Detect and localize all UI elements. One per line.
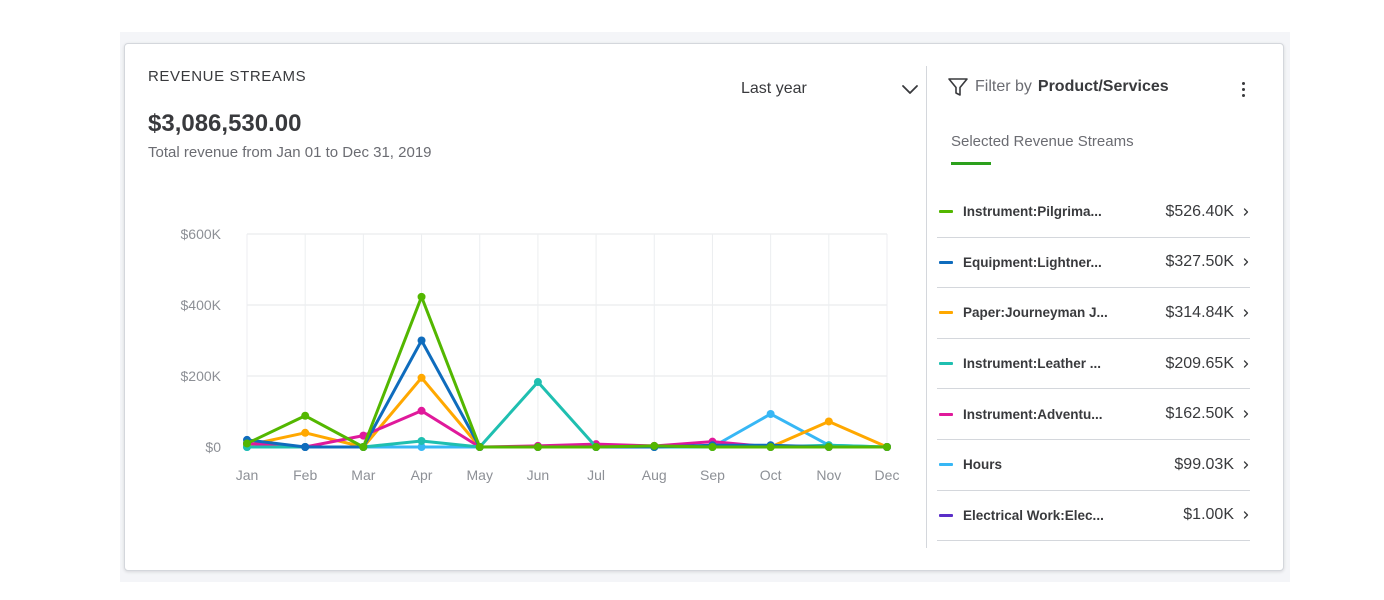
- chevron-right-icon: [1243, 309, 1249, 317]
- x-tick-label: Oct: [760, 467, 782, 483]
- series-line: [246, 295, 887, 449]
- x-tick-label: Jul: [587, 467, 605, 483]
- x-tick-label: Aug: [642, 467, 667, 483]
- y-tick-label: $400K: [181, 297, 222, 313]
- x-tick-label: Jun: [527, 467, 550, 483]
- stream-color-swatch: [939, 311, 953, 315]
- filter-prefix: Filter by: [975, 78, 1032, 95]
- data-point: [417, 336, 426, 345]
- revenue-stream-item[interactable]: Paper:Journeyman J... $314.84K: [937, 288, 1250, 339]
- stream-name: Electrical Work:Elec...: [963, 507, 1104, 523]
- stream-color-swatch: [939, 513, 953, 517]
- data-point: [883, 443, 891, 451]
- panel-divider: [926, 66, 927, 548]
- stream-name: Paper:Journeyman J...: [963, 305, 1108, 321]
- data-point: [417, 406, 426, 415]
- stream-value: $526.40K: [1165, 202, 1234, 220]
- chevron-right-icon: [1243, 258, 1249, 267]
- revenue-stream-item[interactable]: Electrical Work:Elec... $1.00K: [937, 491, 1250, 542]
- more-options-icon[interactable]: [1233, 78, 1253, 100]
- x-tick-label: May: [467, 467, 493, 483]
- stream-color-swatch: [939, 362, 953, 366]
- x-tick-label: Apr: [411, 467, 433, 483]
- stream-color-swatch: [939, 260, 953, 264]
- x-tick-label: Feb: [293, 467, 317, 483]
- series-line: [246, 339, 887, 449]
- data-point: [243, 439, 251, 448]
- x-tick-label: Sep: [700, 467, 725, 483]
- stream-value: $209.65K: [1165, 354, 1234, 372]
- stream-name: Instrument:Pilgrima...: [963, 204, 1102, 220]
- y-tick-label: $0: [205, 439, 221, 455]
- data-point: [359, 431, 368, 440]
- chevron-down-icon: [902, 85, 918, 94]
- revenue-stream-list: Instrument:Pilgrima... $526.40K Equipment:…: [937, 187, 1250, 542]
- card-title: REVENUE STREAMS: [148, 68, 307, 85]
- data-point: [592, 443, 601, 451]
- period-dropdown[interactable]: Last year: [721, 74, 919, 104]
- stream-value: $162.50K: [1165, 405, 1234, 423]
- chevron-right-icon: [1243, 410, 1249, 418]
- data-point: [766, 409, 775, 418]
- period-dropdown-label: Last year: [741, 80, 807, 97]
- stream-name: Instrument:Adventu...: [963, 406, 1103, 422]
- data-point: [417, 436, 426, 445]
- filter-value: Product/Services: [1037, 78, 1169, 95]
- filter-button[interactable]: Filter by Product/Services: [947, 76, 1169, 98]
- chevron-right-icon: [1243, 359, 1249, 368]
- revenue-stream-item[interactable]: Equipment:Lightner... $327.50K: [937, 238, 1250, 289]
- data-point: [824, 417, 833, 426]
- chevron-right-icon: [1243, 511, 1249, 520]
- revenue-streams-card: REVENUE STREAMS $3,086,530.00 Total reve…: [124, 43, 1284, 571]
- data-point: [475, 443, 484, 451]
- x-tick-label: Dec: [875, 467, 900, 483]
- data-point: [301, 443, 310, 451]
- total-revenue: $3,086,530.00: [148, 110, 302, 137]
- selected-streams-title: Selected Revenue Streams: [951, 133, 1134, 150]
- stream-value: $314.84K: [1165, 303, 1234, 321]
- selected-streams-underline: [951, 162, 991, 165]
- stream-color-swatch: [939, 463, 953, 467]
- stream-name: Hours: [963, 457, 1003, 473]
- y-tick-label: $200K: [181, 368, 222, 384]
- x-tick-label: Nov: [816, 467, 841, 483]
- stream-color-swatch: [939, 412, 953, 416]
- data-point: [533, 443, 542, 451]
- x-tick-label: Mar: [351, 467, 375, 483]
- data-point: [824, 443, 833, 451]
- revenue-line-chart: $0 $200K $400K $600K Jan Feb Mar Apr May Jun Jul Au…: [181, 226, 900, 483]
- date-range-subtitle: Total revenue from Jan 01 to Dec 31, 201…: [148, 144, 432, 161]
- stream-value: $99.03K: [1174, 455, 1234, 473]
- data-point: [301, 411, 310, 420]
- data-point: [708, 443, 717, 451]
- revenue-stream-item[interactable]: Instrument:Pilgrima... $526.40K: [937, 187, 1250, 238]
- data-point: [417, 292, 426, 301]
- stream-color-swatch: [939, 210, 953, 214]
- y-tick-label: $600K: [181, 226, 222, 242]
- data-point: [650, 441, 659, 450]
- revenue-stream-item[interactable]: Instrument:Adventu... $162.50K: [937, 389, 1250, 440]
- revenue-stream-item[interactable]: Instrument:Leather ... $209.65K: [937, 339, 1250, 390]
- stream-name: Instrument:Leather ...: [963, 356, 1102, 372]
- data-point: [301, 428, 310, 437]
- data-point: [533, 378, 542, 387]
- funnel-icon: [948, 78, 968, 96]
- data-point: [417, 373, 426, 382]
- data-point: [359, 443, 368, 451]
- revenue-stream-item[interactable]: Hours $99.03K: [937, 440, 1250, 491]
- data-point: [766, 443, 775, 451]
- chevron-right-icon: [1243, 461, 1249, 469]
- stream-name: Equipment:Lightner...: [963, 254, 1102, 270]
- stream-value: $327.50K: [1165, 253, 1234, 271]
- x-tick-label: Jan: [236, 467, 259, 483]
- chevron-right-icon: [1243, 208, 1249, 216]
- data-point: [417, 443, 426, 451]
- stream-value: $1.00K: [1183, 506, 1234, 524]
